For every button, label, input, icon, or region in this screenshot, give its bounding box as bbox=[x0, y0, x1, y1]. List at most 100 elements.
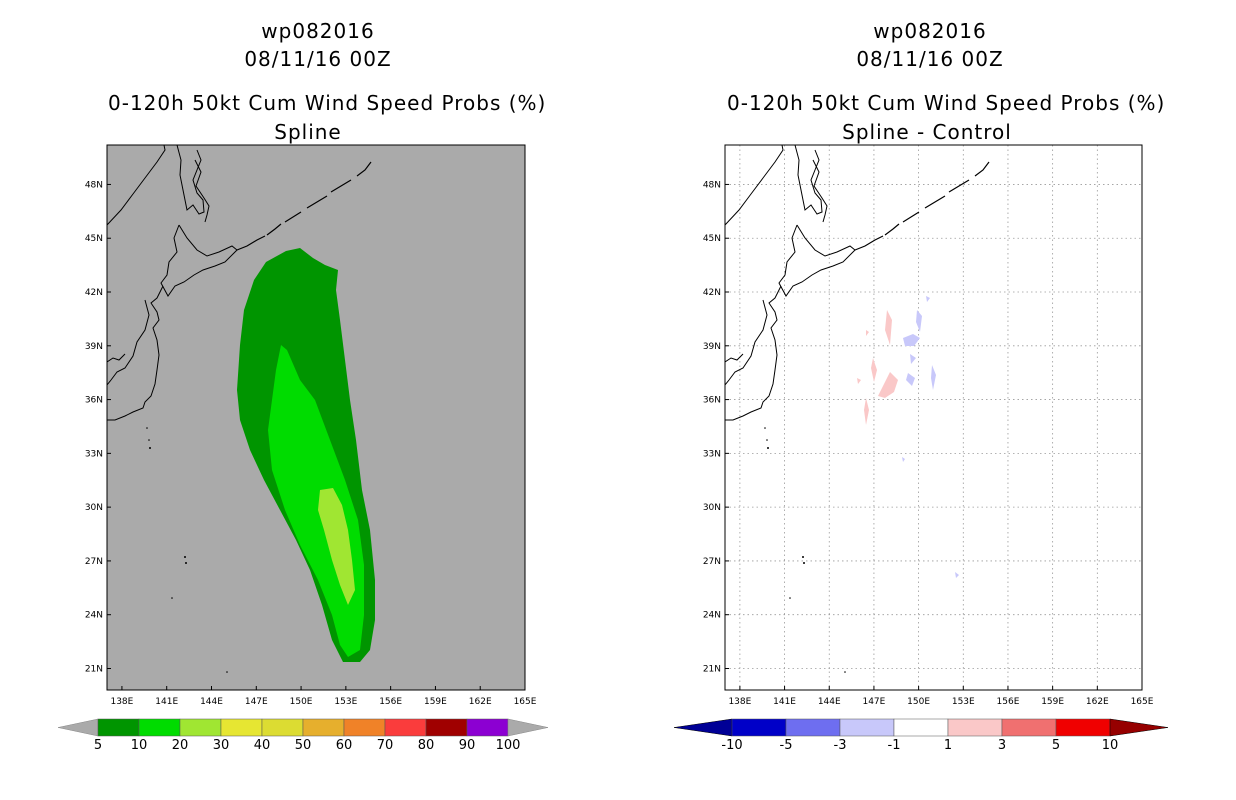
diff-negative-patch bbox=[903, 334, 920, 346]
x-tick-label: 150E bbox=[907, 697, 930, 707]
colorbar-label: -5 bbox=[780, 738, 793, 753]
colorbar-swatch bbox=[839, 718, 895, 737]
y-tick-label: 27N bbox=[703, 557, 721, 567]
right-colorbar: -10 -5 -3 -1 1 3 5 10 bbox=[673, 718, 1169, 753]
right-title: 0-120h 50kt Cum Wind Speed Probs (%) bbox=[727, 91, 1166, 115]
colorbar-swatch bbox=[261, 718, 304, 737]
diff-positive-patch bbox=[885, 310, 892, 345]
x-tick-label: 144E bbox=[818, 697, 841, 707]
colorbar-swatch bbox=[785, 718, 841, 737]
y-tick-label: 21N bbox=[703, 664, 721, 674]
colorbar-label: 10 bbox=[1102, 738, 1119, 753]
y-tick-label: 42N bbox=[703, 288, 721, 298]
y-tick-label: 39N bbox=[85, 342, 103, 352]
colorbar-swatch bbox=[1001, 718, 1057, 737]
y-tick-label: 48N bbox=[85, 180, 103, 190]
colorbar-label: 40 bbox=[254, 738, 271, 753]
colorbar-label: 100 bbox=[496, 738, 521, 753]
x-tick-label: 144E bbox=[200, 697, 223, 707]
x-tick-label: 159E bbox=[1041, 697, 1064, 707]
right-subtitle: Spline - Control bbox=[842, 120, 1012, 144]
diff-negative-patch bbox=[902, 457, 905, 462]
right-gridlines bbox=[725, 145, 1142, 690]
x-tick-label: 153E bbox=[334, 697, 357, 707]
colorbar-label: 5 bbox=[94, 738, 102, 753]
right-y-ticks: 48N 45N 42N 39N 36N 33N 30N 27N 24N 21N bbox=[703, 180, 729, 674]
x-tick-label: 147E bbox=[862, 697, 885, 707]
colorbar-swatch bbox=[466, 718, 509, 737]
colorbar-swatch bbox=[893, 718, 949, 737]
diff-positive-patch bbox=[871, 358, 877, 382]
colorbar-swatch bbox=[220, 718, 263, 737]
y-tick-label: 21N bbox=[85, 664, 103, 674]
left-date: 08/11/16 00Z bbox=[244, 47, 392, 71]
diff-negative-patch bbox=[931, 365, 936, 390]
x-tick-label: 138E bbox=[728, 697, 751, 707]
diff-negative-patch bbox=[906, 373, 915, 386]
diff-negative-patch bbox=[910, 354, 916, 364]
colorbar-swatch bbox=[343, 718, 386, 737]
colorbar-label: 5 bbox=[1052, 738, 1060, 753]
y-tick-label: 45N bbox=[703, 234, 721, 244]
x-tick-label: 156E bbox=[379, 697, 402, 707]
x-tick-label: 165E bbox=[514, 697, 537, 707]
colorbar-swatch bbox=[97, 718, 140, 737]
x-tick-label: 165E bbox=[1131, 697, 1154, 707]
colorbar-label: -1 bbox=[888, 738, 901, 753]
left-map-panel: 138E 141E 144E 147E 150E 153E 156E 159E 162E 165E… bbox=[85, 144, 537, 707]
colorbar-swatch bbox=[1055, 718, 1111, 737]
colorbar-swatch bbox=[138, 718, 181, 737]
y-tick-label: 24N bbox=[85, 611, 103, 621]
colorbar-swatch bbox=[384, 718, 427, 737]
left-storm-id: wp082016 bbox=[261, 19, 375, 43]
colorbar-extension-right bbox=[1109, 718, 1169, 737]
left-plot-frame bbox=[106, 144, 526, 691]
diff-negative-patch bbox=[926, 296, 930, 302]
diff-negative-patch bbox=[955, 572, 959, 578]
colorbar-label: 90 bbox=[459, 738, 476, 753]
x-tick-label: 147E bbox=[245, 697, 268, 707]
colorbar-label: -10 bbox=[721, 738, 742, 753]
right-date: 08/11/16 00Z bbox=[856, 47, 1004, 71]
y-tick-label: 30N bbox=[703, 503, 721, 513]
x-tick-label: 156E bbox=[997, 697, 1020, 707]
y-tick-label: 30N bbox=[85, 503, 103, 513]
colorbar-label: 50 bbox=[295, 738, 312, 753]
x-tick-label: 162E bbox=[469, 697, 492, 707]
right-plot-background bbox=[725, 145, 1142, 690]
diff-negative-patch bbox=[916, 310, 922, 332]
left-colorbar: 5 10 20 30 40 50 60 70 80 90 100 bbox=[57, 718, 549, 753]
y-tick-label: 48N bbox=[703, 180, 721, 190]
colorbar-label: 60 bbox=[336, 738, 353, 753]
right-x-ticks: 138E 141E 144E 147E 150E 153E 156E 159E 162E 165E bbox=[728, 686, 1154, 707]
colorbar-label: 80 bbox=[418, 738, 435, 753]
colorbar-label: 70 bbox=[377, 738, 394, 753]
colorbar-swatch bbox=[947, 718, 1003, 737]
x-tick-label: 162E bbox=[1086, 697, 1109, 707]
y-tick-label: 36N bbox=[703, 396, 721, 406]
colorbar-extension-left bbox=[57, 718, 99, 737]
colorbar-label: 20 bbox=[172, 738, 189, 753]
colorbar-label: 3 bbox=[998, 738, 1006, 753]
diff-positive-patch bbox=[857, 378, 861, 384]
diff-positive-patch bbox=[866, 330, 869, 336]
colorbar-label: 30 bbox=[213, 738, 230, 753]
diff-positive-patch bbox=[864, 398, 869, 425]
diff-positive-patch bbox=[878, 372, 898, 398]
colorbar-swatch bbox=[179, 718, 222, 737]
x-tick-label: 159E bbox=[424, 697, 447, 707]
y-tick-label: 24N bbox=[703, 611, 721, 621]
right-map-panel: 138E 141E 144E 147E 150E 153E 156E 159E 162E 165E… bbox=[703, 144, 1154, 707]
x-tick-label: 150E bbox=[290, 697, 313, 707]
left-title: 0-120h 50kt Cum Wind Speed Probs (%) bbox=[108, 91, 547, 115]
y-tick-label: 39N bbox=[703, 342, 721, 352]
right-storm-id: wp082016 bbox=[873, 19, 987, 43]
colorbar-extension-left bbox=[673, 718, 733, 737]
colorbar-swatch bbox=[425, 718, 468, 737]
y-tick-label: 36N bbox=[85, 396, 103, 406]
left-x-ticks: 138E 141E 144E 147E 150E 153E 156E 159E 162E 165E bbox=[110, 686, 537, 707]
right-plot-frame bbox=[724, 144, 1143, 691]
colorbar-extension-right bbox=[507, 718, 549, 737]
left-prob-level-20-30 bbox=[318, 488, 355, 605]
